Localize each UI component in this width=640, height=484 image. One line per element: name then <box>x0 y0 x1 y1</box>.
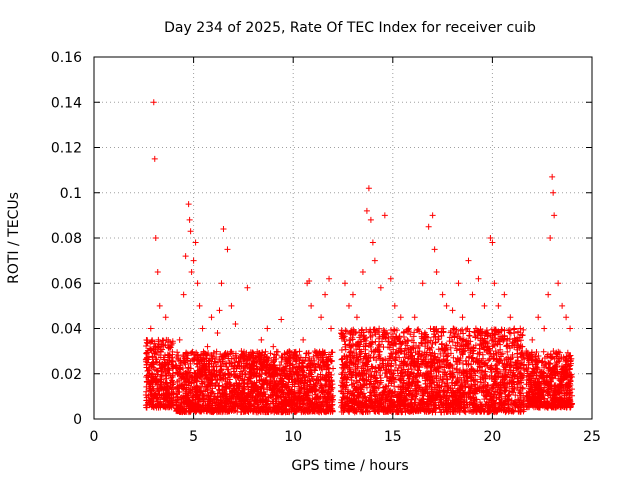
band-point <box>466 332 472 338</box>
band-point <box>541 349 547 355</box>
data-points <box>143 99 575 415</box>
band-point <box>391 326 397 332</box>
band-point <box>339 347 345 353</box>
band-point <box>436 346 442 352</box>
band-point <box>497 347 503 353</box>
band-point <box>275 349 281 355</box>
band-point <box>459 327 465 333</box>
band-point <box>215 383 221 389</box>
